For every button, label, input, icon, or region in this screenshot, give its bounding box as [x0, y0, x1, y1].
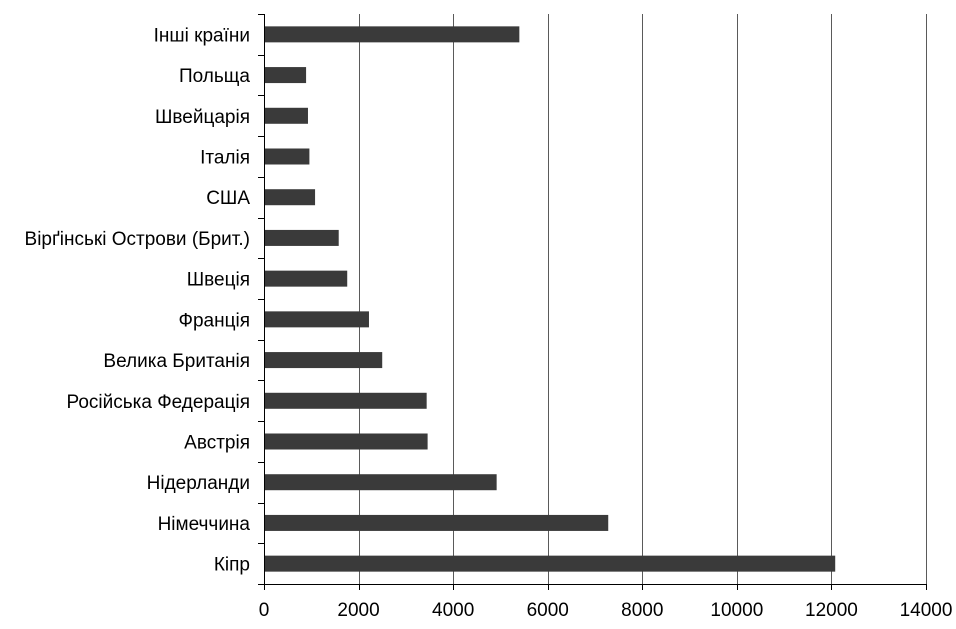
- x-tick-label: 6000: [527, 600, 569, 621]
- bar-4: [264, 392, 427, 409]
- y-tick-label: Кіпр: [214, 555, 250, 576]
- y-tick-label: Італія: [200, 148, 250, 169]
- y-tick-label: Франція: [179, 310, 250, 331]
- x-tick-label: 0: [259, 600, 270, 621]
- y-tick-label: Нідерланди: [147, 473, 250, 494]
- bar-8: [264, 229, 339, 246]
- bar-10: [264, 148, 310, 165]
- y-tick-label: Інші країни: [154, 25, 250, 46]
- bar-6: [264, 311, 369, 328]
- y-tick-label: Російська Федерація: [67, 392, 251, 413]
- y-tick-label: Польща: [179, 66, 250, 87]
- bar-1: [264, 514, 609, 531]
- labels: Кіпр Німеччина Нідерланди Австрія Російська …: [25, 25, 953, 621]
- x-tick-label: 10000: [710, 600, 763, 621]
- bar-0: [264, 555, 836, 572]
- x-tick-label: 2000: [337, 600, 379, 621]
- bar-11: [264, 107, 308, 124]
- y-tick-label: Швеція: [187, 270, 250, 291]
- bar-3: [264, 433, 428, 450]
- x-tick-label: 14000: [900, 600, 953, 621]
- y-tick-label: Велика Британія: [103, 351, 250, 372]
- x-tick-label: 8000: [621, 600, 663, 621]
- x-tick-label: 12000: [805, 600, 858, 621]
- y-tick-label: Австрія: [184, 433, 250, 454]
- gridlines: [359, 14, 927, 584]
- y-tick-label: Німеччина: [158, 514, 251, 535]
- bar-9: [264, 189, 316, 206]
- bar-5: [264, 352, 383, 369]
- y-tick-label: Швейцарія: [155, 107, 250, 128]
- bar-12: [264, 67, 307, 84]
- y-tick-label: США: [206, 188, 250, 209]
- bar-7: [264, 270, 348, 287]
- bar-2: [264, 474, 497, 491]
- axes: [258, 14, 927, 590]
- bars: [264, 26, 836, 572]
- bar-13: [264, 26, 520, 43]
- y-tick-label: Вірґінські Острови (Брит.): [25, 229, 250, 250]
- x-tick-label: 4000: [432, 600, 474, 621]
